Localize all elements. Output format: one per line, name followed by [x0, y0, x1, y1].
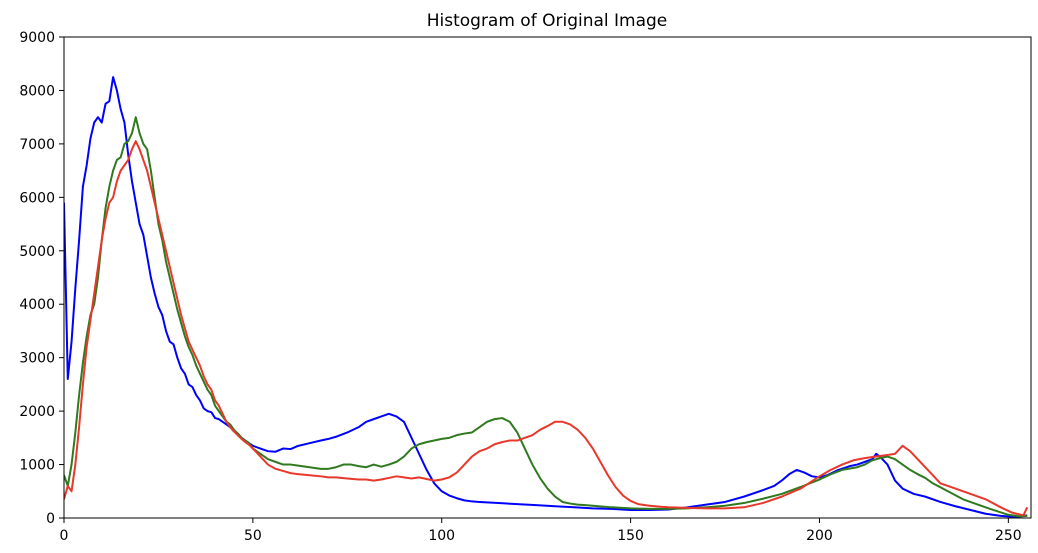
- series-line-red: [64, 140, 1029, 517]
- y-tick-label: 4000: [19, 297, 55, 313]
- y-tick-label: 9000: [19, 30, 55, 46]
- series-line-blue: [64, 76, 1028, 518]
- y-tick-label: 6000: [19, 190, 55, 206]
- chart-title: Histogram of Original Image: [427, 11, 668, 31]
- y-tick-label: 5000: [19, 244, 55, 260]
- y-tick-label: 2000: [19, 404, 55, 420]
- y-tick-label: 3000: [19, 351, 55, 367]
- y-tick-label: 8000: [19, 83, 55, 99]
- x-tick-label: 100: [428, 528, 455, 544]
- x-tick-label: 150: [617, 528, 644, 544]
- plot-frame: [63, 36, 1032, 519]
- x-tick-label: 200: [806, 528, 833, 544]
- axes-layer: 0 50 100 150 200 250 0 1000 2000 3000 4000 5000 6000…: [19, 30, 1032, 544]
- x-tick-label: 250: [995, 528, 1022, 544]
- y-tick-label: 0: [46, 511, 55, 527]
- series-layer: [64, 76, 1029, 518]
- series-line-green: [64, 116, 1028, 518]
- x-tick-label: 50: [244, 528, 262, 544]
- y-tick-label: 1000: [19, 458, 55, 474]
- x-tick-label: 0: [60, 528, 69, 544]
- y-tick-label: 7000: [19, 137, 55, 153]
